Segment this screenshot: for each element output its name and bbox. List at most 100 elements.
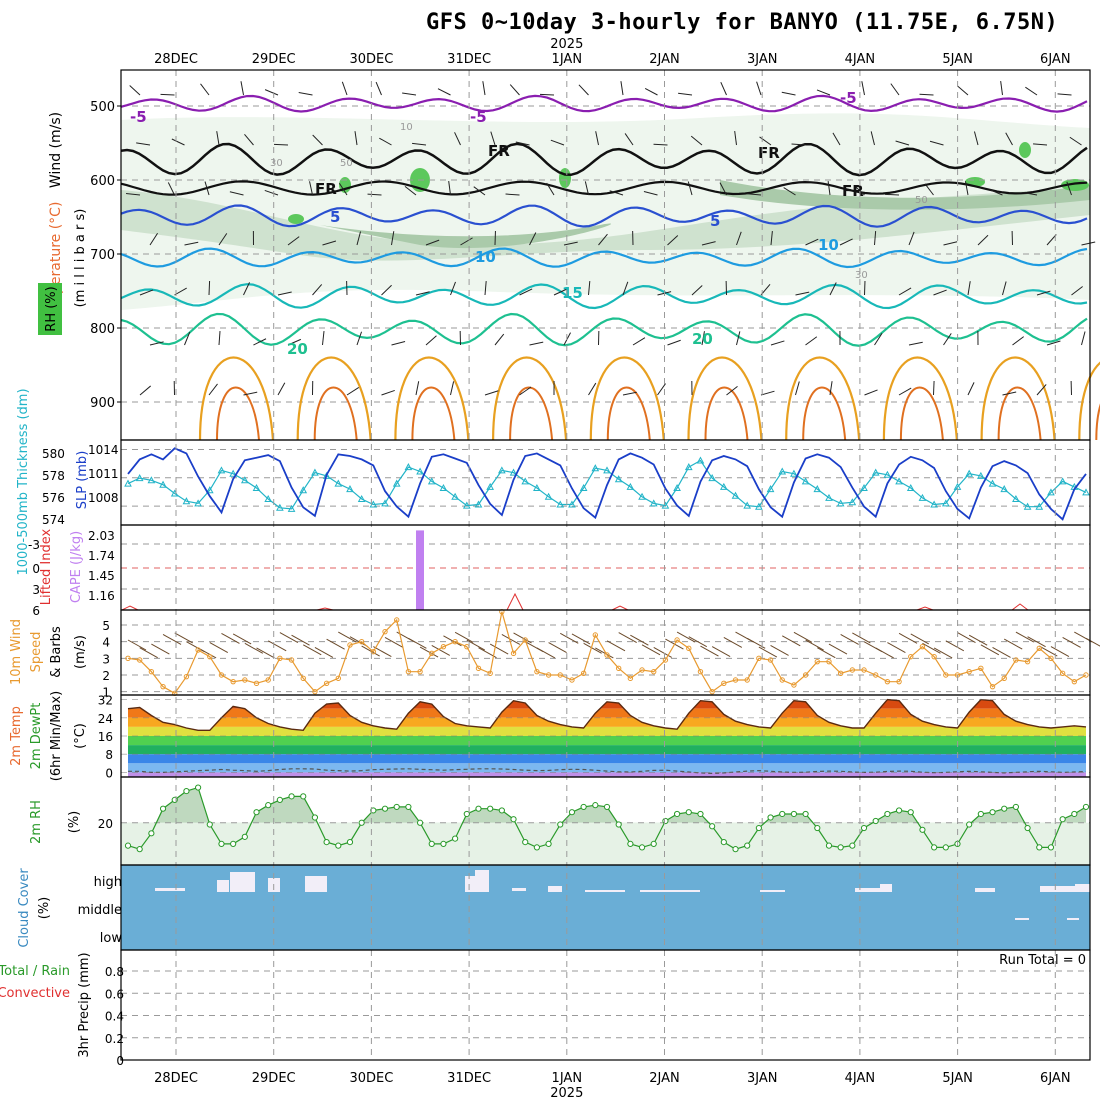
wind10-point [978, 665, 984, 672]
wind-barb [184, 331, 191, 346]
wind10-barb [595, 647, 614, 659]
temp-band-0 [128, 699, 1086, 709]
ytick-temp: 32 [98, 694, 113, 708]
thickness-point [299, 486, 308, 494]
wind-barb [770, 231, 773, 246]
li-blip-4 [916, 606, 934, 611]
rh-point [288, 793, 295, 800]
rh-point [545, 840, 552, 847]
rh-point [744, 842, 751, 849]
xtick-top: 3JAN [747, 52, 778, 67]
rh-point [452, 835, 459, 842]
ytick-mb: 700 [90, 248, 115, 263]
thickness-point [322, 471, 331, 479]
ylabel-thickness: 1000-500mb Thickness (dm) [16, 388, 31, 575]
rh-point [919, 826, 926, 833]
rh-point [849, 842, 856, 849]
xtick-top: 28DEC [154, 52, 198, 67]
wind10-barb [782, 635, 801, 647]
wind-barb [529, 341, 544, 346]
contour-label: 30 [270, 158, 283, 169]
wind10-barb [1027, 636, 1046, 648]
ytick-slp: 1014 [88, 443, 119, 457]
xtick-bottom: 3JAN [747, 1071, 778, 1086]
thickness-point [240, 476, 249, 484]
wind10-point [300, 675, 306, 682]
thickness-point [883, 470, 892, 478]
wind10-barb [431, 645, 450, 656]
rh-point [124, 842, 132, 849]
rh-blob-6 [1019, 142, 1031, 158]
wind10-point [662, 657, 669, 663]
wind10-point [686, 645, 692, 652]
wind10-barb [209, 642, 229, 653]
wind-barb [691, 285, 703, 296]
wind-barb [490, 131, 496, 146]
wind-barb [644, 87, 658, 96]
wind-barb [277, 382, 286, 396]
ytick-thickness: 578 [42, 469, 65, 483]
wind10-barb [1003, 638, 1023, 650]
wind10-barb [139, 647, 158, 659]
ytick-wind: 5 [102, 619, 110, 633]
rh-point [732, 846, 739, 853]
wind10-point [604, 652, 610, 658]
rh-point [837, 844, 844, 851]
rh-point [533, 844, 541, 851]
wind10-barb [221, 632, 240, 644]
wind-barb [264, 89, 279, 96]
wind10-point [989, 683, 996, 690]
wind-barb [494, 333, 505, 346]
wind10-point [779, 677, 785, 683]
isotherm-5 [120, 204, 1088, 228]
xtick-bottom: 29DEC [252, 1071, 296, 1086]
wind-barb [243, 391, 258, 396]
thickness-point [533, 483, 541, 491]
contour-hot-outer-9 [1078, 361, 1100, 441]
wind10-barb [817, 647, 836, 659]
rh-point [265, 802, 272, 809]
wind10-point [417, 668, 423, 675]
isotherm-15 [120, 283, 1088, 310]
wind-barb [243, 282, 251, 296]
wind10-point [615, 665, 622, 672]
rh-point [218, 840, 225, 847]
wind10-barb [232, 633, 252, 645]
wind-barb [701, 241, 716, 246]
ylabel-temp3: (6hr Min/Max) [49, 691, 64, 781]
wind-barb [783, 187, 796, 196]
ytick-cloud: high [94, 875, 122, 890]
wind10-barb [606, 640, 626, 652]
wind-barb [874, 332, 883, 346]
wind-barb [595, 131, 599, 146]
cloud-cover-panel: high middle low Cloud Cover (%) [17, 865, 1090, 950]
wind-barb [588, 281, 591, 296]
wind-barb [322, 331, 325, 346]
wind-barb [1081, 241, 1096, 246]
wind10-point [534, 668, 540, 675]
wind-barb [973, 131, 979, 146]
wind10-point [382, 628, 388, 635]
wind-barb [816, 89, 831, 96]
xtick-top: 2JAN [649, 52, 680, 67]
rh-point [568, 809, 576, 816]
li-blip-3 [611, 605, 629, 611]
thickness-point [229, 469, 237, 477]
wind-barb [338, 183, 348, 196]
wind-barb [425, 239, 440, 246]
wind-barb [218, 331, 221, 346]
wind-barb [287, 236, 300, 246]
thickness-point [357, 494, 366, 502]
wind10-point [861, 667, 867, 673]
contour-label: -5 [840, 89, 857, 107]
chart-title: GFS 0~10day 3-hourly for BANYO (11.75E, … [426, 10, 1059, 35]
wind10-point [312, 688, 318, 695]
thickness-point [684, 463, 693, 471]
rh-point [1024, 824, 1031, 832]
rh-point [358, 819, 365, 826]
thickness-point [743, 501, 752, 509]
wind10-barb [548, 642, 567, 653]
ytick-wind: 3 [102, 652, 110, 666]
contour-label: 30 [855, 270, 868, 281]
